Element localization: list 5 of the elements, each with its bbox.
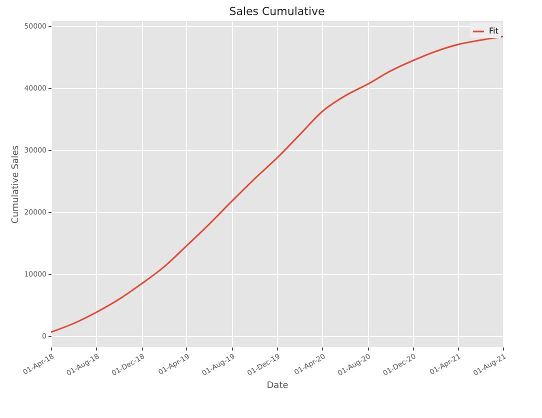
line-series xyxy=(51,36,503,333)
chart-title: Sales Cumulative xyxy=(229,5,326,18)
legend-label: Fit xyxy=(489,26,498,36)
x-axis-title: Date xyxy=(266,380,289,391)
y-axis-title: Cumulative Sales xyxy=(11,145,22,224)
